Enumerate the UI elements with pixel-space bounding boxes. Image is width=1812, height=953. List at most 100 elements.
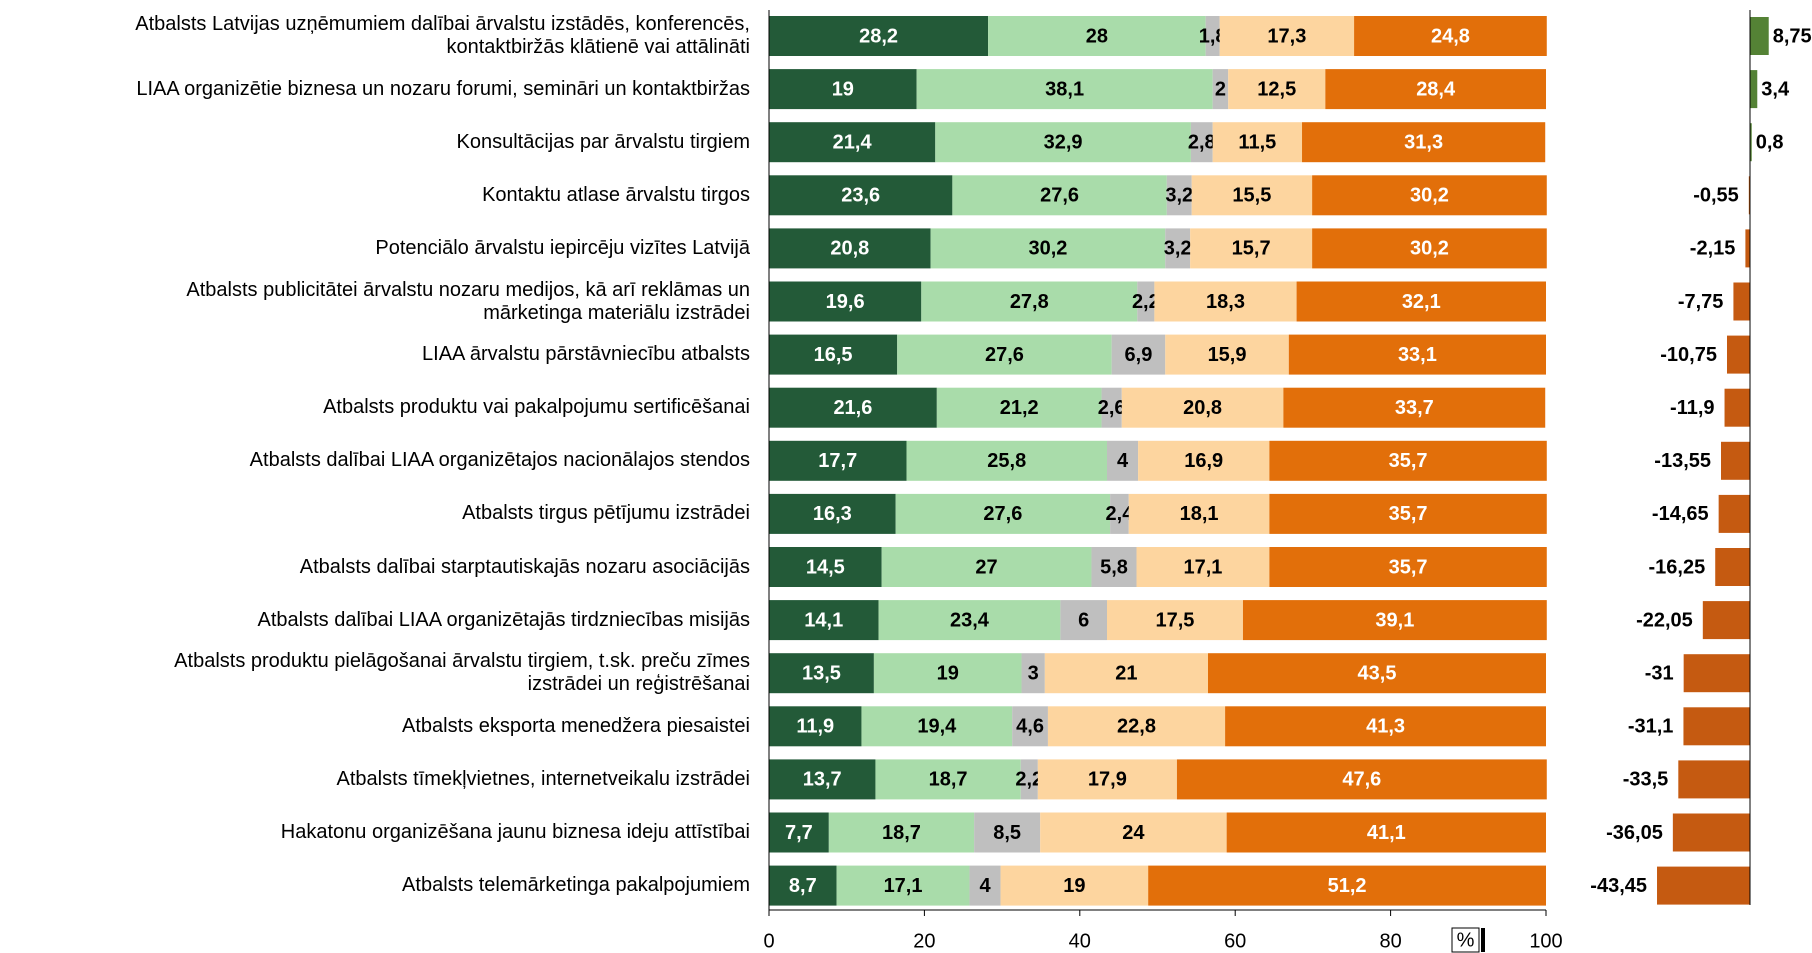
- category-label: Atbalsts dalībai starptautiskajās nozaru…: [299, 555, 750, 578]
- bar-segment: [1212, 122, 1303, 163]
- bar-segment: [974, 812, 1041, 853]
- value-label: 20,8: [1183, 397, 1222, 419]
- value-label: 17,1: [1183, 556, 1222, 578]
- bar-segment: [769, 706, 862, 747]
- value-label: 16,5: [814, 344, 853, 366]
- bar-segment: [1111, 334, 1166, 375]
- value-label: 2: [1215, 78, 1226, 100]
- value-label: 3: [1028, 662, 1039, 684]
- bar-segment: [1037, 759, 1177, 800]
- bar-segment: [952, 175, 1167, 216]
- value-label: 19: [1063, 875, 1085, 897]
- net-bar: [1678, 760, 1750, 799]
- value-label: 43,5: [1358, 662, 1397, 684]
- bar-segment: [895, 493, 1111, 534]
- value-label: 19,6: [826, 291, 865, 313]
- value-label: 14,5: [806, 556, 845, 578]
- net-bar: [1750, 123, 1752, 162]
- bar-segment: [1106, 600, 1243, 641]
- value-label: 17,7: [818, 450, 857, 472]
- bar-segment: [1302, 122, 1546, 163]
- category-label: Atbalsts telemārketinga pakalpojumiem: [402, 874, 750, 897]
- net-value-label: -14,65: [1652, 503, 1709, 525]
- value-label: 33,7: [1395, 397, 1434, 419]
- net-bar: [1657, 866, 1750, 905]
- value-label: 33,1: [1398, 344, 1437, 366]
- category-label: Atbalsts eksporta menedžera piesaistei: [402, 714, 750, 737]
- value-label: 1,8: [1199, 25, 1227, 47]
- value-label: 35,7: [1389, 450, 1428, 472]
- net-value-label: -36,05: [1606, 822, 1663, 844]
- bar-segment: [1226, 812, 1546, 853]
- bar-segment: [836, 865, 970, 906]
- bar-segment: [769, 440, 907, 481]
- value-label: 30,2: [1410, 185, 1449, 207]
- value-label: 27,6: [983, 503, 1022, 525]
- bar-segment: [1128, 493, 1270, 534]
- value-label: 19: [937, 662, 959, 684]
- category-label: LIAA ārvalstu pārstāvniecību atbalsts: [422, 343, 750, 366]
- bar-segment: [769, 122, 936, 163]
- bar-segment: [769, 334, 898, 375]
- value-label: 3,2: [1165, 185, 1193, 207]
- category-label: Kontaktu atlase ārvalstu tirgos: [482, 183, 750, 206]
- value-label: 18,3: [1206, 291, 1245, 313]
- net-value-label: -10,75: [1660, 344, 1717, 366]
- value-label: 21: [1115, 662, 1137, 684]
- x-label-box: [1451, 927, 1480, 953]
- value-label: 19: [832, 78, 854, 100]
- value-label: 21,4: [833, 131, 873, 153]
- x-tick-label: 60: [1224, 930, 1246, 952]
- net-value-label: -16,25: [1649, 556, 1706, 578]
- value-label: 6,9: [1125, 344, 1153, 366]
- net-value-label: -33,5: [1623, 769, 1669, 791]
- bar-segment: [769, 175, 953, 216]
- bar-segment: [828, 812, 975, 853]
- value-label: 2,6: [1098, 397, 1126, 419]
- value-label: 51,2: [1328, 875, 1367, 897]
- value-label: 11,5: [1238, 131, 1276, 153]
- bar-segment: [921, 281, 1138, 322]
- x-tick-label: 80: [1379, 930, 1401, 952]
- bar-segment: [1166, 175, 1192, 216]
- net-bar: [1683, 654, 1750, 693]
- value-label: 27,8: [1010, 291, 1049, 313]
- bar-segment: [1165, 334, 1289, 375]
- bar-segment: [1044, 653, 1209, 694]
- bar-segment: [769, 493, 896, 534]
- bar-segment: [1047, 706, 1226, 747]
- bar-segment: [1138, 440, 1270, 481]
- net-value-label: -31,1: [1628, 716, 1674, 738]
- net-bar: [1745, 229, 1750, 268]
- bar-segment: [1312, 175, 1547, 216]
- bar-segment: [1165, 228, 1191, 269]
- bar-segment: [1190, 228, 1313, 269]
- bar-segment: [988, 16, 1206, 56]
- net-value-label: -43,45: [1590, 875, 1647, 897]
- value-label: 39,1: [1375, 609, 1414, 631]
- net-bar: [1672, 813, 1750, 852]
- bar-segment: [769, 759, 876, 800]
- value-label: 23,6: [841, 185, 880, 207]
- bar-segment: [1136, 547, 1270, 587]
- bar-segment: [1283, 387, 1546, 428]
- value-label: 8,7: [789, 875, 817, 897]
- value-label: 2,8: [1188, 131, 1216, 153]
- value-label: 32,9: [1044, 131, 1083, 153]
- bar-segment: [1021, 653, 1045, 694]
- value-label: 12,5: [1257, 78, 1296, 100]
- category-label: LIAA organizētie biznesa un nozaru forum…: [136, 77, 750, 100]
- net-value-label: -11,9: [1670, 397, 1714, 419]
- bar-segment: [936, 387, 1102, 428]
- value-label: 18,7: [929, 769, 968, 791]
- value-label: 20,8: [830, 238, 869, 260]
- value-label: 2,4: [1106, 503, 1135, 525]
- value-label: 24: [1122, 822, 1145, 844]
- net-value-label: -13,55: [1654, 450, 1711, 472]
- bar-segment: [769, 69, 917, 110]
- bar-segment: [769, 600, 879, 641]
- category-label: Atbalsts produktu vai pakalpojumu sertif…: [323, 396, 750, 419]
- bar-segment: [1354, 16, 1547, 56]
- bar-segment: [1228, 69, 1326, 110]
